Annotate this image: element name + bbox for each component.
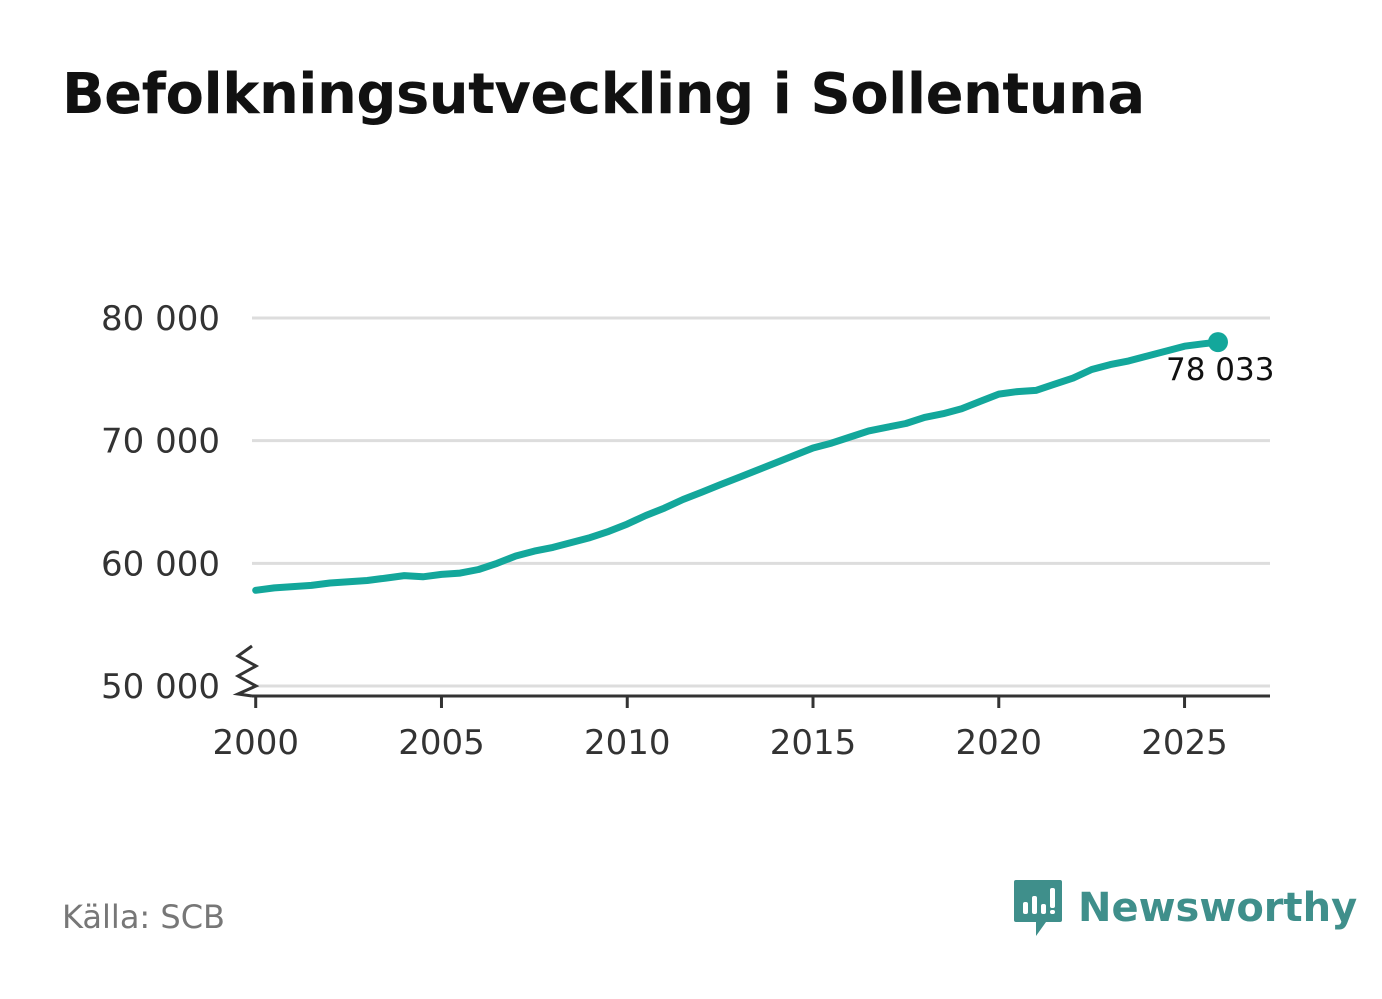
- end-value-label: 78 033: [1166, 352, 1274, 388]
- y-tick-label: 80 000: [101, 299, 220, 339]
- x-tick-label: 2020: [956, 723, 1043, 763]
- source-label: Källa: SCB: [62, 898, 225, 936]
- x-tick-labels: 2000 2005 2010 2015 2020 2025: [212, 696, 1228, 763]
- end-point: [1207, 332, 1228, 353]
- x-tick-label: 2005: [398, 723, 485, 763]
- brand-logo[interactable]: Newsworthy: [1012, 878, 1357, 938]
- x-axis: [232, 644, 1270, 698]
- brand-name: Newsworthy: [1078, 885, 1358, 931]
- x-tick-label: 2010: [584, 723, 671, 763]
- y-axis: 50 000 60 000 70 000 80 000: [101, 299, 220, 707]
- chart-title: Befolkningsutveckling i Sollentuna: [62, 62, 1145, 127]
- series-layer: 78 033: [252, 332, 1274, 594]
- y-tick-label: 70 000: [101, 422, 220, 462]
- axis-break-icon: [232, 644, 260, 698]
- x-tick-label: 2000: [212, 723, 299, 763]
- newsworthy-logo-icon: [1014, 880, 1062, 936]
- series-line: [252, 338, 1222, 594]
- x-tick-label: 2015: [770, 723, 857, 763]
- grid-lines: [252, 316, 1270, 688]
- y-tick-label: 50 000: [101, 667, 220, 707]
- y-tick-label: 60 000: [101, 544, 220, 584]
- x-tick-label: 2025: [1141, 723, 1228, 763]
